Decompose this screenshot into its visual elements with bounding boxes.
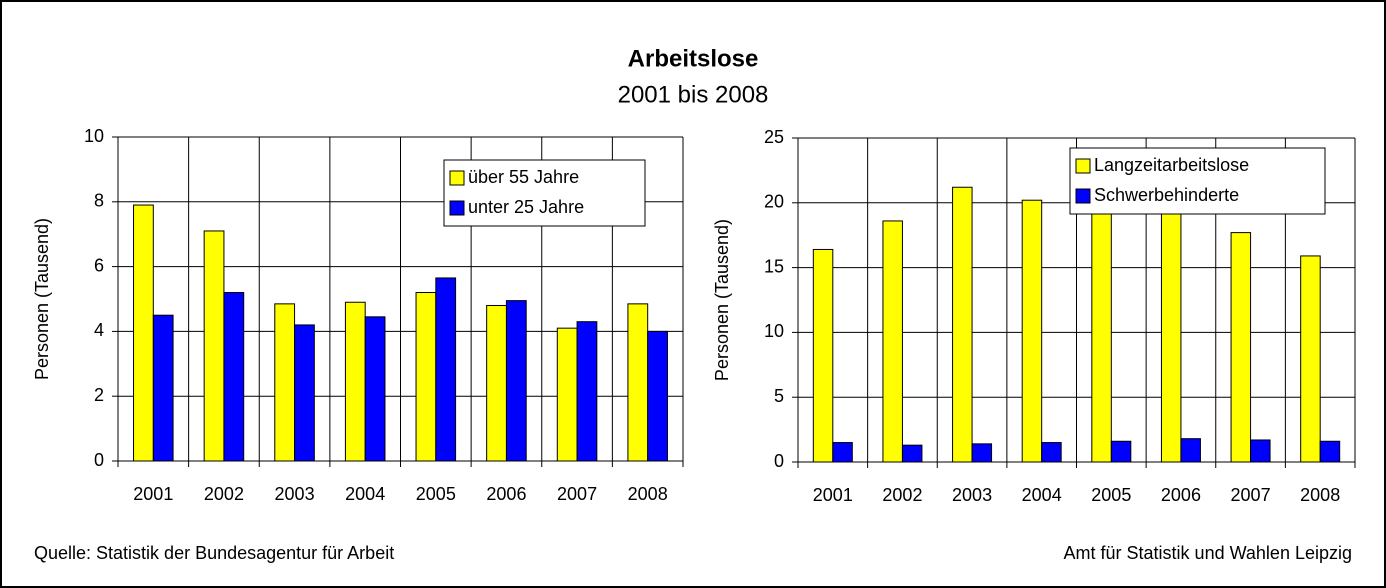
bar bbox=[1041, 442, 1062, 463]
bar bbox=[344, 301, 366, 462]
bar bbox=[556, 327, 578, 462]
legend-label: Langzeitarbeitslose bbox=[1094, 155, 1249, 175]
bar bbox=[133, 204, 154, 462]
x-tick-label: 2001 bbox=[813, 485, 853, 505]
source: Quelle: Statistik der Bundesagentur für … bbox=[34, 543, 394, 563]
legend-swatch bbox=[449, 170, 465, 186]
x-tick-label: 2006 bbox=[1161, 485, 1201, 505]
y-tick-label: 20 bbox=[764, 192, 784, 212]
legend-label: unter 25 Jahre bbox=[468, 197, 584, 217]
bar bbox=[1160, 201, 1182, 463]
x-tick-label: 2004 bbox=[1022, 485, 1062, 505]
bar bbox=[435, 277, 457, 462]
title: Arbeitslose bbox=[628, 45, 759, 72]
bar bbox=[1091, 203, 1112, 463]
x-tick-label: 2007 bbox=[1231, 485, 1271, 505]
x-tick-label: 2005 bbox=[416, 484, 456, 504]
bar bbox=[294, 324, 315, 462]
y-axis-label: Personen (Tausend) bbox=[712, 219, 732, 381]
y-tick-label: 4 bbox=[94, 320, 104, 340]
bar bbox=[901, 444, 923, 463]
x-tick-label: 2006 bbox=[486, 484, 526, 504]
bar bbox=[1300, 255, 1321, 463]
x-tick-label: 2008 bbox=[1300, 485, 1340, 505]
publisher: Amt für Statistik und Wahlen Leipzig bbox=[1064, 543, 1352, 563]
y-tick-label: 5 bbox=[774, 386, 784, 406]
x-tick-label: 2004 bbox=[345, 484, 385, 504]
legend-swatch bbox=[449, 200, 465, 216]
x-tick-label: 2005 bbox=[1091, 485, 1131, 505]
x-tick-label: 2002 bbox=[204, 484, 244, 504]
bar bbox=[576, 321, 598, 462]
bar bbox=[203, 230, 225, 462]
legend-swatch bbox=[1075, 158, 1091, 174]
bar bbox=[223, 292, 245, 462]
bar bbox=[1250, 439, 1271, 463]
bar bbox=[364, 316, 386, 462]
x-tick-label: 2002 bbox=[882, 485, 922, 505]
bar bbox=[647, 330, 668, 462]
x-tick-label: 2008 bbox=[628, 484, 668, 504]
bar bbox=[627, 303, 649, 462]
y-tick-label: 0 bbox=[94, 450, 104, 470]
y-tick-label: 10 bbox=[764, 321, 784, 341]
bar bbox=[1021, 199, 1043, 463]
bar bbox=[952, 186, 973, 463]
legend-label: über 55 Jahre bbox=[468, 167, 579, 187]
bar bbox=[152, 314, 174, 462]
bar bbox=[505, 300, 527, 462]
y-tick-label: 15 bbox=[764, 256, 784, 276]
subtitle: 2001 bis 2008 bbox=[618, 81, 769, 108]
bar bbox=[486, 304, 507, 462]
x-tick-label: 2007 bbox=[557, 484, 597, 504]
bar bbox=[971, 443, 993, 463]
legend-label: Schwerbehinderte bbox=[1094, 185, 1239, 205]
bar bbox=[812, 248, 834, 463]
x-tick-label: 2001 bbox=[133, 484, 173, 504]
bar bbox=[1180, 438, 1201, 463]
bar bbox=[1319, 440, 1341, 463]
y-tick-label: 8 bbox=[94, 191, 104, 211]
bar bbox=[882, 220, 903, 463]
bar bbox=[274, 303, 296, 462]
bar bbox=[1110, 440, 1132, 463]
bar bbox=[832, 442, 853, 463]
y-tick-label: 0 bbox=[774, 451, 784, 471]
y-axis-label: Personen (Tausend) bbox=[32, 218, 52, 380]
x-tick-label: 2003 bbox=[275, 484, 315, 504]
y-tick-label: 25 bbox=[764, 127, 784, 147]
bar bbox=[1230, 232, 1252, 463]
x-tick-label: 2003 bbox=[952, 485, 992, 505]
y-tick-label: 6 bbox=[94, 255, 104, 275]
legend-box bbox=[443, 159, 646, 227]
legend-box bbox=[1069, 147, 1326, 215]
bar bbox=[415, 292, 437, 462]
legend-swatch bbox=[1075, 188, 1091, 204]
y-tick-label: 2 bbox=[94, 385, 104, 405]
y-tick-label: 10 bbox=[84, 126, 104, 146]
